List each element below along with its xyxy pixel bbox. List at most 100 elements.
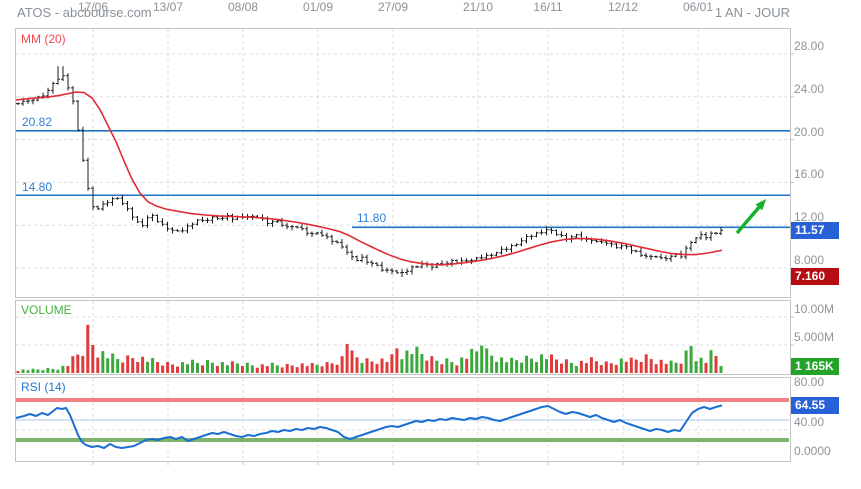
volume-bar (520, 362, 524, 373)
volume-bar (410, 354, 414, 373)
volume-bar (535, 362, 538, 373)
volume-bar (679, 363, 683, 373)
price-axis-label: 8.000 (794, 253, 825, 267)
volume-bar (594, 361, 598, 373)
volume-bar (530, 358, 533, 373)
volume-bar (500, 357, 504, 373)
volume-bar (36, 369, 40, 373)
volume-bar (260, 364, 264, 373)
volume-bar (141, 356, 145, 373)
volume-bar (380, 358, 384, 373)
resistance-level-label-2082: 20.82 (22, 115, 53, 129)
volume-bar (714, 356, 718, 373)
volume-bar (201, 365, 204, 373)
volume-bar (270, 362, 274, 373)
volume-bar (495, 361, 499, 373)
volume-bar (589, 357, 593, 373)
volume-bar (654, 364, 658, 373)
volume-bar (330, 363, 334, 373)
date-axis-label: 08/08 (227, 0, 259, 14)
volume-bar (166, 362, 170, 373)
volume-bar (350, 350, 354, 373)
volume-bar (480, 345, 484, 373)
volume-bar (51, 368, 55, 373)
volume-bar (161, 365, 165, 373)
price-axis-label: 16.00 (794, 167, 825, 181)
last-price-badge: 11.57 (791, 222, 839, 239)
volume-bar (644, 354, 648, 373)
last-volume-badge: 1 165K (791, 358, 839, 375)
volume-bar (540, 354, 543, 373)
volume-bar (151, 358, 155, 373)
volume-bar (206, 360, 209, 373)
volume-bar (445, 358, 449, 373)
volume-bar (629, 357, 633, 373)
volume-bar (564, 359, 568, 373)
rsi-panel-label: RSI (14) (21, 380, 66, 394)
volume-bar (584, 363, 588, 373)
volume-bar (689, 346, 693, 373)
volume-bar (719, 366, 723, 373)
volume-bar (31, 368, 35, 373)
volume-bar (26, 370, 30, 373)
volume-bar (555, 359, 558, 373)
volume-bar (709, 350, 713, 373)
date-axis-label: 27/09 (377, 0, 409, 14)
volume-bar (375, 363, 379, 373)
volume-bar (315, 364, 319, 373)
volume-bar (116, 359, 120, 373)
volume-bar (545, 359, 548, 373)
volume-bar (684, 350, 688, 373)
volume-bar (171, 364, 175, 373)
volume-bar (390, 354, 394, 373)
volume-bar (604, 361, 608, 373)
volume-bar (335, 364, 339, 373)
chart-period: 1 AN - JOUR (714, 5, 790, 20)
volume-bar (639, 361, 643, 373)
volume-bar (510, 357, 514, 373)
volume-bar (275, 365, 279, 373)
volume-bar (46, 368, 50, 373)
date-axis-label: 13/07 (152, 0, 184, 14)
volume-bar (574, 366, 578, 373)
volume-bar (699, 357, 703, 373)
volume-bar (255, 367, 259, 373)
volume-bar (16, 371, 20, 373)
rsi-overbought-band (16, 398, 789, 402)
volume-bar (230, 361, 234, 373)
volume-bar (515, 360, 519, 373)
volume-bar (101, 351, 105, 373)
volume-bar (220, 362, 224, 373)
volume-bar (475, 351, 479, 373)
volume-bar (599, 365, 603, 373)
volume-bar (430, 356, 434, 373)
volume-bar (614, 364, 618, 373)
volume-bar (121, 362, 125, 373)
volume-axis-label: 5.000M (794, 330, 835, 344)
volume-bar (400, 359, 404, 373)
volume-bar (186, 364, 189, 373)
volume-bar (355, 357, 359, 373)
volume-bar (550, 354, 553, 373)
volume-bar (320, 366, 324, 373)
volume-bar (694, 361, 698, 373)
volume-bar (490, 355, 494, 373)
volume-bar (669, 360, 673, 373)
volume-bar (76, 354, 80, 373)
volume-bar (569, 362, 573, 373)
volume-bar (81, 355, 85, 373)
price-axis-label: 24.00 (794, 82, 825, 96)
volume-bar (370, 361, 374, 373)
volume-bar (146, 361, 150, 373)
volume-bar (245, 362, 249, 373)
date-axis-label: 01/09 (302, 0, 334, 14)
date-axis-label: 21/10 (462, 0, 494, 14)
volume-bar (210, 362, 214, 373)
volume-bar (634, 359, 638, 373)
volume-bar (460, 357, 464, 373)
volume-bar (290, 365, 294, 373)
volume-bar (674, 362, 678, 373)
volume-bar (405, 350, 409, 373)
volume-bar (340, 356, 344, 373)
